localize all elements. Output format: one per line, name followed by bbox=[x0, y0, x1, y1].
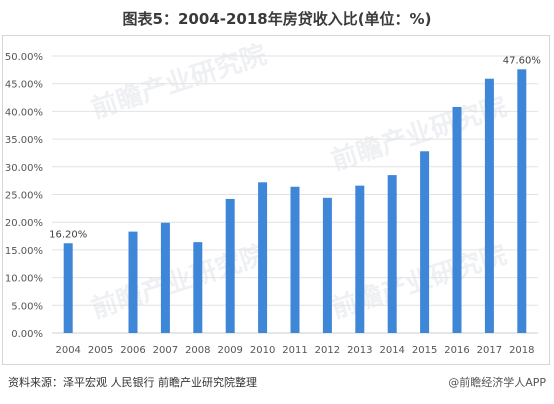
x-tick-label: 2009 bbox=[217, 345, 242, 356]
bar-2018 bbox=[517, 69, 527, 334]
bar-2007 bbox=[160, 222, 170, 333]
x-tick-label: 2014 bbox=[379, 345, 404, 356]
watermark-text: 前瞻产业研究院 bbox=[328, 239, 511, 325]
bars bbox=[63, 69, 527, 334]
x-tick-label: 2011 bbox=[282, 345, 307, 356]
bar-2006 bbox=[128, 231, 138, 333]
x-axis-ticks: 2004 2005 2006 2007 2008 2009 2010 2011 2012 2013… bbox=[55, 345, 534, 356]
y-tick-label: 10.00% bbox=[5, 274, 43, 285]
x-tick-label: 2005 bbox=[88, 345, 113, 356]
y-tick-label: 40.00% bbox=[5, 107, 43, 118]
y-tick-label: 20.00% bbox=[5, 218, 43, 229]
bar-2010 bbox=[258, 182, 268, 333]
bar-2011 bbox=[290, 186, 300, 333]
bar-2009 bbox=[225, 198, 235, 333]
x-tick-label: 2006 bbox=[120, 345, 145, 356]
x-tick-label: 2008 bbox=[185, 345, 210, 356]
y-tick-label: 25.00% bbox=[5, 191, 43, 202]
x-tick-label: 2012 bbox=[315, 345, 340, 356]
bar-2012 bbox=[322, 197, 332, 333]
data-label-2018: 47.60% bbox=[503, 55, 541, 66]
bar-2016 bbox=[452, 106, 462, 333]
y-tick-label: 15.00% bbox=[5, 246, 43, 257]
source-note: 资料来源：泽平宏观 人民银行 前瞻产业研究院整理 bbox=[8, 376, 257, 389]
chart-title: 图表5：2004-2018年房贷收入比(单位：%) bbox=[122, 10, 432, 28]
watermark-text: 前瞻产业研究院 bbox=[328, 91, 511, 177]
x-tick-label: 2010 bbox=[250, 345, 275, 356]
y-tick-label: 5.00% bbox=[11, 301, 43, 312]
x-tick-label: 2015 bbox=[412, 345, 437, 356]
y-tick-label: 30.00% bbox=[5, 163, 43, 174]
x-tick-label: 2016 bbox=[444, 345, 469, 356]
x-tick-label: 2013 bbox=[347, 345, 372, 356]
bar-2013 bbox=[355, 185, 365, 333]
data-labels: 16.20% 47.60% bbox=[49, 55, 541, 240]
bar-2015 bbox=[420, 151, 430, 333]
brand-note: @前瞻经济学人APP bbox=[448, 376, 546, 389]
bar-2017 bbox=[484, 78, 494, 334]
x-tick-label: 2017 bbox=[477, 345, 502, 356]
watermark-text: 前瞻产业研究院 bbox=[88, 239, 271, 325]
bar-2014 bbox=[387, 175, 397, 333]
bar-2008 bbox=[193, 242, 203, 333]
y-tick-label: 0.00% bbox=[11, 329, 43, 340]
y-tick-label: 50.00% bbox=[5, 52, 43, 63]
x-tick-label: 2004 bbox=[55, 345, 80, 356]
data-label-2004: 16.20% bbox=[49, 229, 87, 240]
y-tick-label: 35.00% bbox=[5, 135, 43, 146]
x-tick-label: 2018 bbox=[509, 345, 534, 356]
y-tick-label: 45.00% bbox=[5, 80, 43, 91]
plot-frame bbox=[2, 35, 550, 365]
x-tick-label: 2007 bbox=[153, 345, 178, 356]
bar-2004 bbox=[63, 243, 73, 333]
y-axis-ticks: 0.00% 5.00% 10.00% 15.00% 20.00% 25.00% 30.00%… bbox=[5, 52, 43, 340]
